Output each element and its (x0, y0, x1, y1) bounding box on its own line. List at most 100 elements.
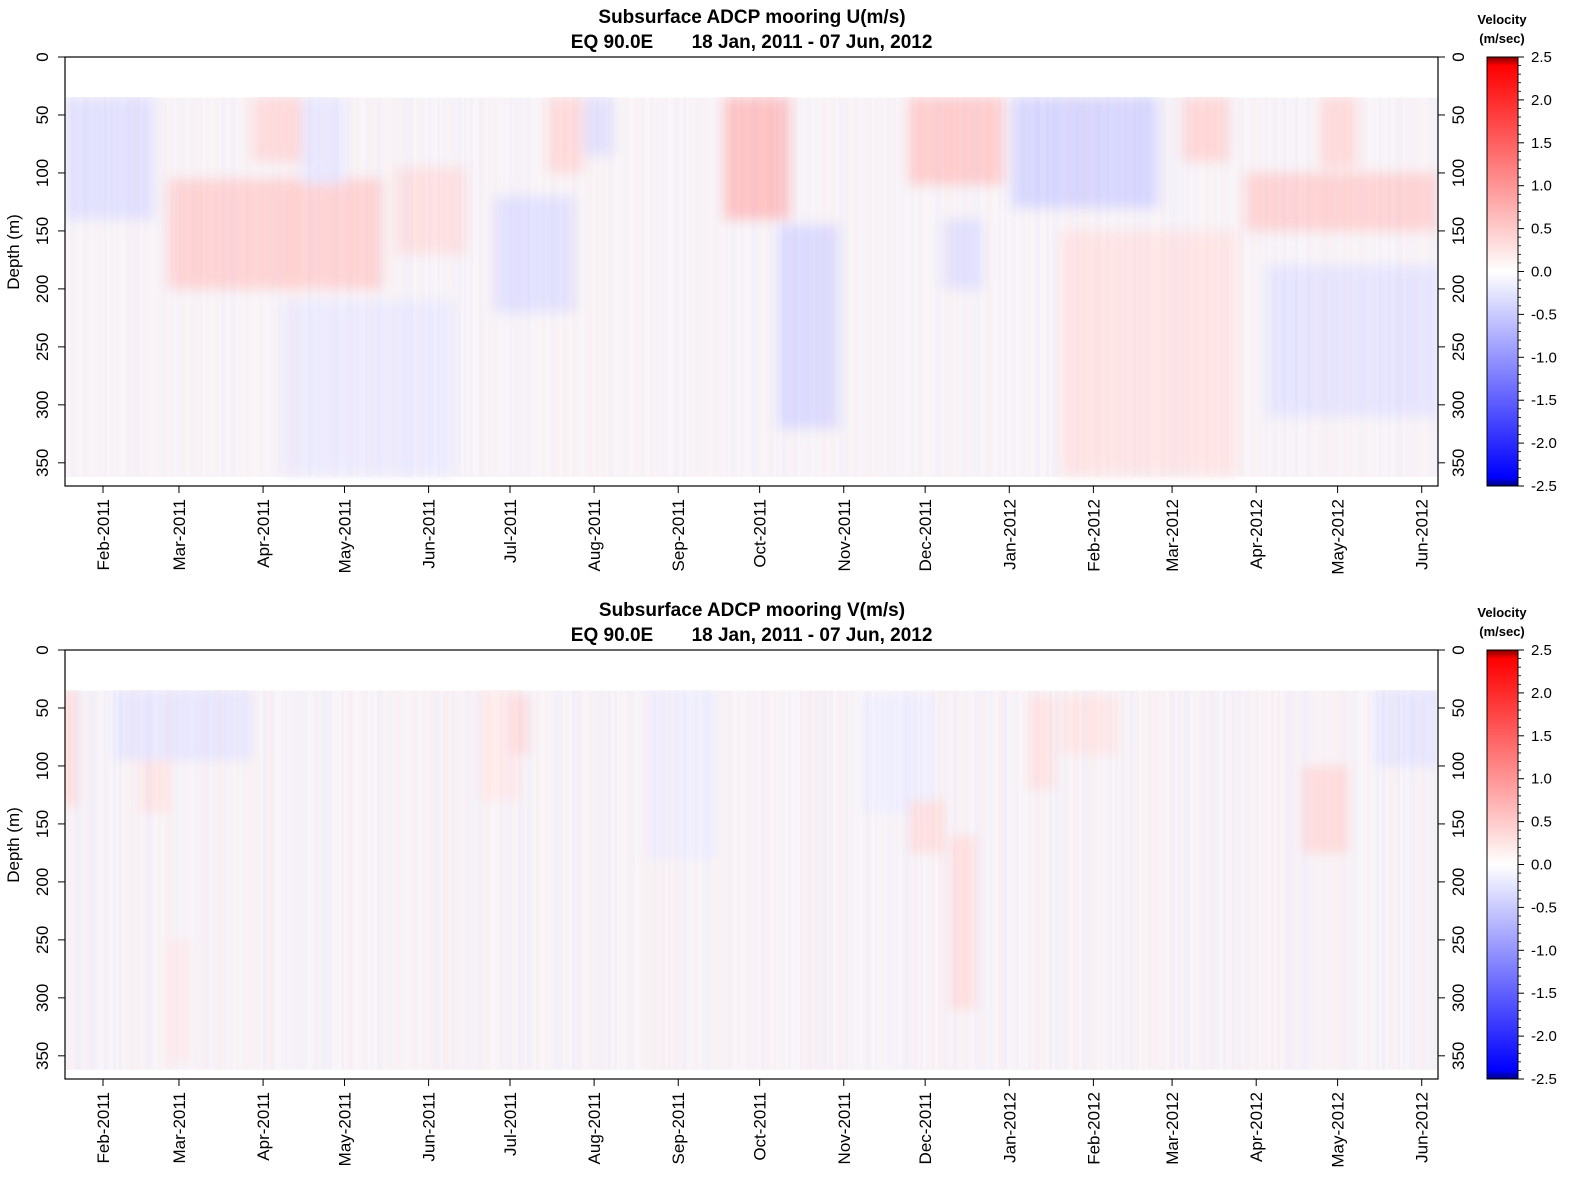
v-right-tick-label: 150 (1449, 810, 1468, 838)
v-texture-stripe (824, 690, 827, 1070)
v-texture-stripe (1130, 690, 1133, 1070)
u-texture-stripe (662, 97, 665, 477)
v-texture-stripe (101, 690, 104, 1070)
v-texture-stripe (680, 690, 683, 1070)
u-texture-stripe (542, 97, 545, 477)
v-texture-stripe (953, 690, 956, 1070)
v-texture-stripe (614, 690, 617, 1070)
v-texture-stripe (818, 690, 821, 1070)
u-texture-stripe (1172, 97, 1175, 477)
u-texture-stripe (1070, 97, 1073, 477)
v-texture-stripe (158, 690, 161, 1070)
u-colorbar-tick-label: -1.0 (1531, 349, 1557, 366)
u-texture-stripe (221, 97, 224, 477)
v-texture-stripe (1436, 690, 1438, 1070)
u-texture-stripe (911, 97, 914, 477)
v-time-tick-label: Jan-2012 (1000, 1092, 1019, 1163)
u-texture-stripe (209, 97, 212, 477)
u-texture-stripe (1130, 97, 1133, 477)
v-texture-stripe (68, 690, 71, 1070)
u-texture-stripe (1265, 97, 1268, 477)
u-texture-stripe (1367, 97, 1370, 477)
u-texture-stripe (1142, 97, 1145, 477)
v-left-tick-label: 150 (33, 810, 52, 838)
v-texture-stripe (1208, 690, 1211, 1070)
v-texture-stripe (1235, 690, 1238, 1070)
v-texture-stripe (1346, 690, 1349, 1070)
u-panel-location: EQ 90.0E (571, 32, 653, 53)
v-colorbar-tick-label: 1.0 (1531, 771, 1552, 788)
v-texture-stripe (740, 690, 743, 1070)
v-texture-stripe (1394, 690, 1397, 1070)
v-colorbar-tick-label: -1.0 (1531, 942, 1557, 959)
v-left-tick-label: 100 (33, 752, 52, 780)
v-texture-stripe (1178, 690, 1181, 1070)
v-texture-stripe (671, 690, 674, 1070)
u-texture-stripe (599, 97, 602, 477)
v-texture-stripe (1091, 690, 1094, 1070)
u-texture-stripe (131, 97, 134, 477)
u-texture-stripe (194, 97, 197, 477)
u-texture-stripe (1013, 97, 1016, 477)
u-texture-stripe (287, 97, 290, 477)
v-texture-stripe (299, 690, 302, 1070)
u-texture-stripe (1364, 97, 1367, 477)
v-texture-stripe (356, 690, 359, 1070)
u-heatmap-features (65, 97, 1438, 475)
u-texture-stripe (947, 97, 950, 477)
v-texture-stripe (713, 690, 716, 1070)
v-texture-stripe (1370, 690, 1373, 1070)
u-texture-stripe (1238, 97, 1241, 477)
v-texture-stripe (344, 690, 347, 1070)
u-texture-stripe (1319, 97, 1322, 477)
v-texture-stripe (410, 690, 413, 1070)
u-texture-stripe (962, 97, 965, 477)
v-texture-stripe (500, 690, 503, 1070)
u-texture-stripe (380, 97, 383, 477)
u-right-tick-label: 0 (1449, 52, 1468, 61)
v-texture-stripe (677, 690, 680, 1070)
u-texture-stripe (329, 97, 332, 477)
v-texture-stripe (206, 690, 209, 1070)
v-texture-stripe (734, 690, 737, 1070)
v-texture-stripe (1154, 690, 1157, 1070)
u-texture-stripe (428, 97, 431, 477)
u-texture-stripe (1241, 97, 1244, 477)
u-texture-stripe (1103, 97, 1106, 477)
v-texture-stripe (1238, 690, 1241, 1070)
u-texture-stripe (749, 97, 752, 477)
u-texture-stripe (296, 97, 299, 477)
u-texture-stripe (878, 97, 881, 477)
u-texture-stripe (215, 97, 218, 477)
v-texture-stripe (242, 690, 245, 1070)
v-texture-stripe (629, 690, 632, 1070)
u-texture-stripe (410, 97, 413, 477)
u-texture-stripe (155, 97, 158, 477)
v-texture-stripe (404, 690, 407, 1070)
u-texture-stripe (923, 97, 926, 477)
u-texture-stripe (740, 97, 743, 477)
u-texture-stripe (806, 97, 809, 477)
v-texture-stripe (920, 690, 923, 1070)
v-left-tick-label: 200 (33, 868, 52, 896)
v-texture-stripe (557, 690, 560, 1070)
v-texture-stripe (1373, 690, 1376, 1070)
v-texture-stripe (686, 690, 689, 1070)
v-texture-stripe (530, 690, 533, 1070)
v-right-tick-label: 250 (1449, 926, 1468, 954)
v-texture-stripe (917, 690, 920, 1070)
u-texture-stripe (1415, 97, 1418, 477)
u-colorbar-tick-label: 2.0 (1531, 92, 1552, 109)
v-texture-stripe (401, 690, 404, 1070)
u-texture-stripe (1388, 97, 1391, 477)
v-texture-stripe (647, 690, 650, 1070)
v-texture-stripe (353, 690, 356, 1070)
u-texture-stripe (935, 97, 938, 477)
u-texture-stripe (182, 97, 185, 477)
v-texture-stripe (1181, 690, 1184, 1070)
v-texture-stripe (698, 690, 701, 1070)
v-texture-stripe (257, 690, 260, 1070)
u-texture-stripe (902, 97, 905, 477)
u-texture-stripe (1235, 97, 1238, 477)
v-texture-stripe (1034, 690, 1037, 1070)
